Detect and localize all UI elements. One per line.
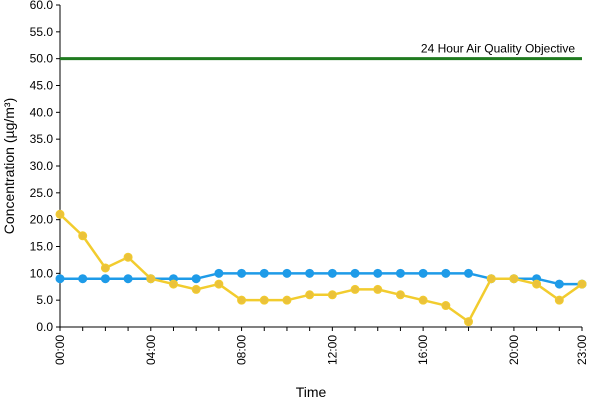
data-point [259,295,269,305]
data-point [305,290,315,300]
data-point [554,279,564,289]
data-point [55,274,65,284]
data-point [282,295,292,305]
y-tick-label: 25.0 [30,186,54,200]
data-point [418,295,428,305]
data-point [554,295,564,305]
y-tick-label: 60.0 [30,0,54,12]
y-tick-label: 30.0 [30,159,54,173]
x-tick-label: 23:00 [575,335,589,365]
data-point [464,268,474,278]
y-tick-label: 10.0 [30,266,54,280]
data-point [78,231,88,241]
y-axis-title: Concentration (µg/m³) [1,98,17,234]
data-point [373,268,383,278]
data-point [350,268,360,278]
data-point [350,284,360,294]
x-tick-label: 16:00 [416,335,430,365]
data-point [327,290,337,300]
data-point [214,268,224,278]
y-tick-label: 0.0 [36,320,53,334]
data-point [237,295,247,305]
data-point [55,209,65,219]
data-point [282,268,292,278]
data-point [123,274,133,284]
data-point [123,252,133,262]
data-point [100,274,110,284]
x-tick-label: 20:00 [507,335,521,365]
data-point [441,301,451,311]
data-point [577,279,587,289]
data-point [441,268,451,278]
data-point [78,274,88,284]
y-tick-label: 55.0 [30,25,54,39]
y-tick-label: 45.0 [30,79,54,93]
y-tick-label: 20.0 [30,213,54,227]
data-point [191,284,201,294]
series-line [59,213,583,323]
data-point [168,279,178,289]
data-point [464,317,474,327]
data-point [305,268,315,278]
x-tick-label: 12:00 [325,335,339,365]
data-point [418,268,428,278]
data-point [146,274,156,284]
data-point [191,274,201,284]
air-quality-objective-label: 24 Hour Air Quality Objective [421,42,575,56]
data-point [259,268,269,278]
data-point [327,268,337,278]
data-point [214,279,224,289]
data-point [509,274,519,284]
y-tick-label: 35.0 [30,132,54,146]
y-tick-label: 50.0 [30,52,54,66]
axes [56,4,583,331]
data-point [532,279,542,289]
y-tick-label: 15.0 [30,240,54,254]
y-tick-label: 40.0 [30,105,54,119]
data-point [373,284,383,294]
data-point [237,268,247,278]
data-point [395,268,405,278]
data-point [486,274,496,284]
x-tick-label: 04:00 [144,335,158,365]
x-tick-label: 00:00 [53,335,67,365]
x-axis-title: Time [296,384,327,400]
series-group [55,209,587,327]
y-tick-label: 5.0 [36,293,53,307]
data-point [100,263,110,273]
data-point [395,290,405,300]
x-tick-label: 08:00 [235,335,249,365]
